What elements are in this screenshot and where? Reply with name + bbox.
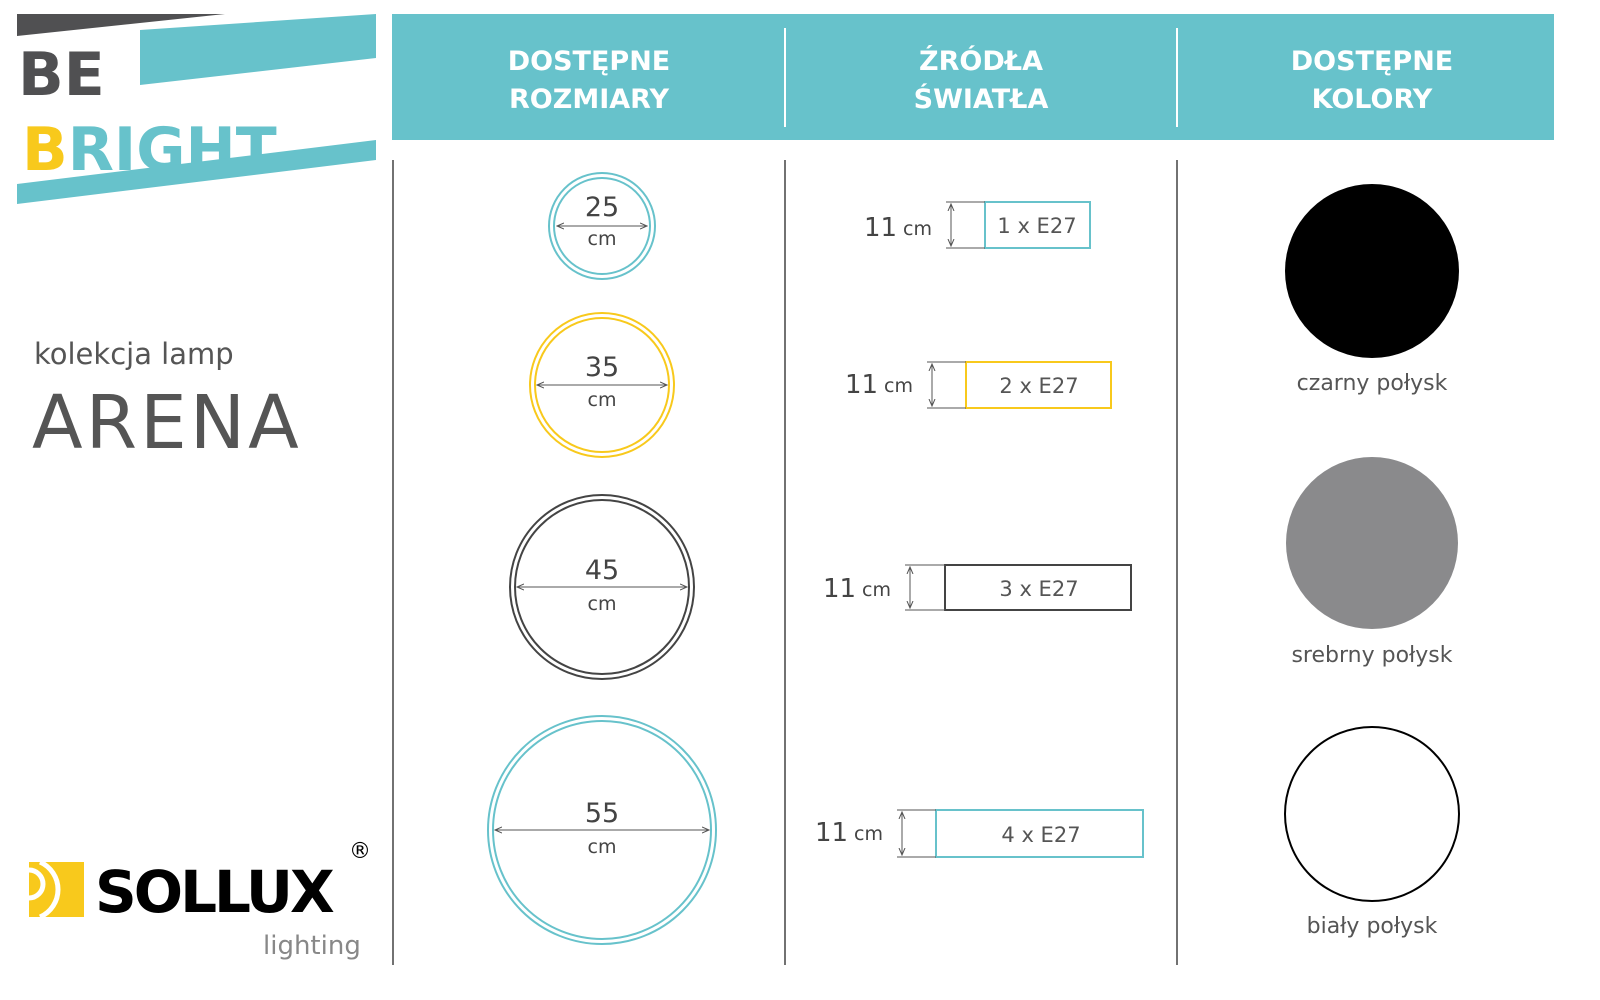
- svg-text:cm: cm: [588, 389, 617, 411]
- light-source-1: 11 cm 1 x E27: [864, 201, 1091, 249]
- light-source-2: 11 cm 2 x E27: [845, 361, 1112, 409]
- svg-text:1 x E27: 1 x E27: [997, 214, 1076, 238]
- svg-text:2 x E27: 2 x E27: [999, 374, 1078, 398]
- svg-text:3 x E27: 3 x E27: [999, 577, 1078, 601]
- header-sizes-line2: ROZMIARY: [509, 84, 669, 115]
- color-swatch-silver: [1286, 457, 1458, 629]
- bebright-logo: BE BRIGHT: [17, 14, 376, 204]
- svg-text:SOLLUX: SOLLUX: [95, 858, 334, 926]
- svg-text:45: 45: [585, 555, 619, 586]
- svg-text:25: 25: [585, 192, 619, 223]
- svg-text:BE: BE: [18, 40, 105, 110]
- color-label: czarny połysk: [1297, 371, 1448, 396]
- svg-text:cm: cm: [588, 836, 617, 858]
- size-35: 35 cm: [529, 312, 675, 458]
- header-colors-line2: KOLORY: [1312, 84, 1433, 115]
- table-header: DOSTĘPNE ROZMIARY ŹRÓDŁA ŚWIATŁA DOSTĘPN…: [392, 14, 1554, 140]
- svg-text:cm: cm: [884, 375, 913, 397]
- size-45: 45 cm: [509, 494, 695, 680]
- color-swatch-black: [1285, 184, 1459, 358]
- svg-text:11: 11: [845, 370, 878, 400]
- header-sources-line1: ŹRÓDŁA: [919, 45, 1043, 77]
- svg-text:11: 11: [823, 574, 856, 604]
- svg-text:4 x E27: 4 x E27: [1001, 823, 1080, 847]
- svg-text:35: 35: [585, 352, 619, 383]
- size-55: 55 cm: [487, 715, 717, 945]
- color-label: biały połysk: [1307, 914, 1438, 939]
- svg-text:11: 11: [815, 818, 848, 848]
- header-sizes-line1: DOSTĘPNE: [508, 46, 671, 77]
- sollux-logo: SOLLUX ® lighting: [28, 839, 371, 961]
- color-swatch-white: [1284, 726, 1460, 902]
- light-source-3: 11 cm 3 x E27: [823, 564, 1132, 611]
- size-25: 25 cm: [548, 172, 656, 280]
- svg-text:cm: cm: [588, 593, 617, 615]
- svg-text:cm: cm: [862, 579, 891, 601]
- svg-text:11: 11: [864, 213, 897, 243]
- svg-text:55: 55: [585, 798, 619, 829]
- svg-text:®: ®: [349, 839, 371, 864]
- svg-text:cm: cm: [588, 228, 617, 250]
- svg-text:cm: cm: [903, 218, 932, 240]
- light-source-4: 11 cm 4 x E27: [815, 809, 1144, 858]
- color-label: srebrny połysk: [1291, 643, 1452, 668]
- svg-text:lighting: lighting: [263, 931, 361, 961]
- header-sources-line2: ŚWIATŁA: [914, 83, 1049, 115]
- collection-subtitle: kolekcja lamp: [34, 337, 234, 371]
- svg-text:cm: cm: [854, 823, 883, 845]
- header-colors-line1: DOSTĘPNE: [1291, 46, 1454, 77]
- collection-name: ARENA: [32, 380, 302, 466]
